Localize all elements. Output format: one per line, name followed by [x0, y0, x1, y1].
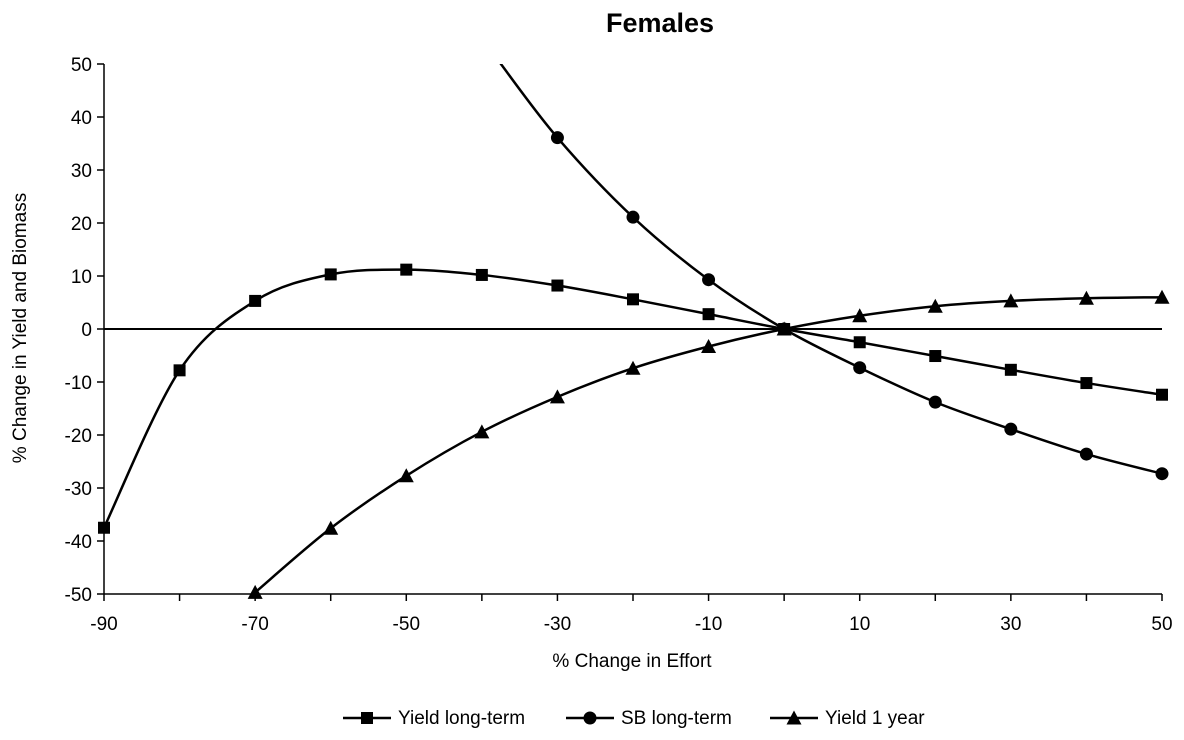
y-tick-label: 50: [71, 55, 92, 76]
data-point-triangle: [398, 468, 414, 483]
y-axis-label: % Change in Yield and Biomass: [10, 193, 31, 463]
legend-label: SB long-term: [621, 708, 732, 729]
data-point-circle: [928, 395, 942, 409]
x-tick-label: -50: [393, 614, 420, 635]
data-point-square: [1080, 377, 1093, 390]
series-line: [499, 64, 1162, 475]
data-point-circle: [550, 131, 564, 145]
data-point-triangle: [776, 321, 792, 336]
x-axis-label: % Change in Effort: [552, 651, 712, 672]
data-point-triangle: [247, 584, 263, 599]
y-tick-label: -10: [65, 373, 92, 394]
legend-label: Yield long-term: [398, 708, 525, 729]
data-point-circle: [626, 210, 640, 224]
series-sb-long-term: [499, 64, 1162, 475]
data-point-triangle: [625, 360, 641, 375]
data-point-square: [1156, 388, 1168, 401]
data-point-triangle: [1078, 290, 1094, 305]
legend-label: Yield 1 year: [825, 708, 925, 729]
data-point-triangle: [927, 298, 943, 313]
data-point-square: [475, 268, 488, 281]
data-point-square: [361, 712, 373, 724]
data-point-circle: [702, 273, 716, 287]
data-point-triangle: [701, 338, 717, 353]
chart-title: Females: [606, 8, 714, 38]
data-point-circle: [1079, 447, 1093, 461]
y-tick-label: 20: [71, 214, 92, 235]
data-point-triangle: [1154, 289, 1170, 304]
data-point-circle: [1004, 422, 1018, 436]
y-tick-label: 10: [71, 267, 92, 288]
y-tick-label: -30: [65, 479, 92, 500]
data-point-circle: [853, 361, 867, 375]
series-line: [104, 268, 1162, 529]
data-point-triangle: [323, 520, 339, 535]
x-tick-label: 50: [1151, 614, 1172, 635]
x-tick-label: -30: [544, 614, 571, 635]
data-point-square: [551, 279, 564, 292]
legend-item: Yield 1 year: [770, 708, 925, 729]
legend-item: SB long-term: [566, 708, 732, 729]
data-point-triangle: [474, 424, 490, 439]
data-point-triangle: [1003, 293, 1019, 308]
data-point-square: [324, 268, 337, 281]
x-tick-label: -70: [241, 614, 268, 635]
data-point-circle: [583, 711, 597, 725]
y-tick-label: 0: [81, 320, 92, 341]
data-point-square: [400, 263, 413, 276]
data-point-triangle: [549, 389, 565, 404]
x-tick-label: 10: [849, 614, 870, 635]
data-point-square: [853, 336, 866, 349]
y-tick-label: 30: [71, 161, 92, 182]
data-point-triangle: [852, 308, 868, 323]
data-point-circle: [1155, 467, 1169, 481]
x-tick-label: -90: [90, 614, 117, 635]
data-point-square: [173, 364, 186, 377]
y-tick-label: -50: [65, 585, 92, 606]
data-point-square: [249, 294, 262, 307]
y-tick-label: -20: [65, 426, 92, 447]
legend-item: Yield long-term: [343, 708, 525, 729]
data-point-square: [929, 350, 942, 363]
plot-area: -50 -40 -30 -20 -10 0 10 20 30 40 50 -90 -70 -50 -30 -1…: [65, 55, 1173, 635]
x-tick-label: 30: [1000, 614, 1021, 635]
x-tick-label: -10: [695, 614, 722, 635]
y-tick-label: -40: [65, 532, 92, 553]
data-point-square: [98, 521, 110, 534]
data-point-square: [702, 308, 715, 321]
series-yield-long-term: [104, 268, 1162, 529]
data-point-square: [627, 293, 639, 306]
data-point-square: [1004, 363, 1017, 376]
y-tick-label: 40: [71, 108, 92, 129]
data-point-triangle: [786, 710, 802, 725]
legend: Yield long-term SB long-term Yield 1 year: [343, 708, 925, 729]
